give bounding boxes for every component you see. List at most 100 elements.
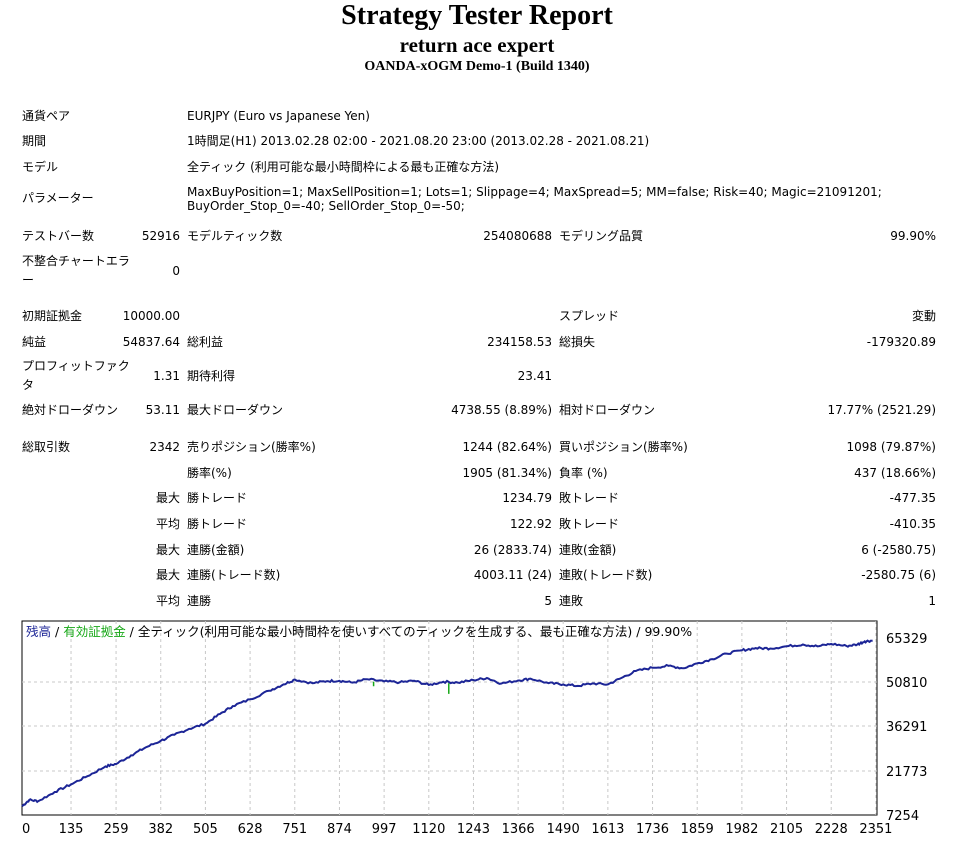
abs-drawdown-label: 絶対ドローダウン [22,403,119,417]
win-rate-label: 勝率(%) [187,466,232,480]
x-tick-label: 751 [282,822,307,837]
avg-win-label: 勝トレード [187,517,248,531]
period-value: 1時間足(H1) 2013.02.28 02:00 - 2021.08.20 2… [187,134,650,148]
y-tick-label: 65329 [886,632,927,647]
bars-value: 52916 [141,229,180,243]
bars-label: テストバー数 [22,229,95,243]
largest-win-value: 1234.79 [502,491,552,505]
spread-label: スプレッド [559,309,620,323]
legend-quality: 99.90% [644,624,693,639]
y-tick-label: 21773 [886,765,927,780]
gross-profit-label: 総利益 [187,335,224,349]
x-tick-label: 1490 [547,822,580,837]
avg-consec-win-label: 連勝 [187,594,212,608]
legend-balance: 残高 [26,624,52,639]
model-value: 全ティック (利用可能な最小時間枠による最も正確な方法) [187,160,500,174]
avg-loss-value: -410.35 [889,517,936,531]
mismatch-value: 0 [172,264,180,278]
x-tick-label: 259 [104,822,129,837]
params-label: パラメーター [22,191,94,205]
y-tick-label: 7254 [886,809,919,824]
legend-equity: 有効証拠金 [63,624,126,639]
avg-consec-loss-value: 1 [928,594,936,608]
x-tick-label: 997 [372,822,397,837]
avg-consec-loss-label: 連敗 [559,594,584,608]
x-tick-label: 2351 [859,822,892,837]
balance-line [21,639,873,808]
x-tick-label: 505 [193,822,218,837]
x-tick-label: 1613 [591,822,624,837]
legend-separator-2: / [125,624,138,639]
x-tick-label: 2228 [815,822,848,837]
legend-separator-1: / [51,624,64,639]
deposit-label: 初期証拠金 [22,309,83,323]
loss-rate-value: 437 (18.66%) [854,466,936,480]
chart-legend: 残高 / 有効証拠金 / 全ティック(利用可能な最小時間枠を使いすべてのティック… [26,624,692,640]
quality-label: モデリング品質 [559,229,644,243]
gross-profit-value: 234158.53 [487,335,552,349]
avg-consec-win-value: 5 [544,594,552,608]
avg-loss-label: 敗トレード [559,517,620,531]
period-label: 期間 [22,134,47,148]
largest-win-label: 勝トレード [187,491,248,505]
profit-factor-value: 1.31 [153,369,180,383]
max-label-3: 最大 [155,568,180,582]
model-label: モデル [22,160,59,174]
x-tick-label: 1243 [457,822,490,837]
consec-win-money-value: 26 (2833.74) [473,543,552,557]
avg-win-value: 122.92 [510,517,552,531]
loss-rate-label: 負率 (%) [559,466,608,480]
average-label: 平均 [155,517,180,531]
short-positions-label: 売りポジション(勝率%) [187,440,316,454]
long-positions-value: 1098 (79.87%) [846,440,936,454]
mismatch-label: 不整合チャートエラー [22,254,130,287]
report-title: Strategy Tester Report [341,0,613,31]
x-tick-label: 1736 [636,822,669,837]
abs-drawdown-value: 53.11 [145,403,180,417]
max-drawdown-value: 4738.55 (8.89%) [451,403,552,417]
expert-name: return ace expert [399,33,555,57]
largest-loss-value: -477.35 [889,491,936,505]
x-tick-label: 1366 [502,822,535,837]
x-tick-label: 0 [22,822,30,837]
short-positions-value: 1244 (82.64%) [462,440,552,454]
win-rate-value: 1905 (81.34%) [462,466,552,480]
x-tick-label: 1120 [412,822,445,837]
legend-model: 全ティック(利用可能な最小時間枠を使いすべてのティックを生成する、最も正確な方法… [137,624,633,639]
x-tick-label: 382 [148,822,173,837]
consec-loss-money-value: 6 (-2580.75) [861,543,936,557]
consec-loss-trades-label: 連敗(トレード数) [559,568,653,582]
long-positions-label: 買いポジション(勝率%) [559,440,688,454]
consec-loss-trades-value: -2580.75 (6) [861,568,936,582]
total-trades-label: 総取引数 [22,440,71,454]
total-trades-value: 2342 [149,440,180,454]
max-label-2: 最大 [155,543,180,557]
server-name: OANDA-xOGM Demo-1 (Build 1340) [364,59,590,74]
largest-loss-label: 敗トレード [559,491,620,505]
deposit-value: 10000.00 [122,309,180,323]
max-drawdown-label: 最大ドローダウン [187,403,284,417]
x-tick-label: 1859 [681,822,714,837]
plot-area [21,620,878,816]
legend-separator-3: / [632,624,645,639]
gross-loss-label: 総損失 [559,335,596,349]
largest-label: 最大 [155,491,180,505]
quality-value: 99.90% [890,229,936,243]
net-profit-value: 54837.64 [122,335,180,349]
params-value: MaxBuyPosition=1; MaxSellPosition=1; Lot… [187,185,882,213]
expected-payoff-value: 23.41 [517,369,552,383]
consec-win-trades-label: 連勝(トレード数) [187,568,281,582]
x-tick-label: 135 [59,822,84,837]
net-profit-label: 純益 [22,335,47,349]
ticks-label: モデルティック数 [187,229,283,243]
symbol-label: 通貨ペア [22,109,71,123]
consec-win-money-label: 連勝(金額) [187,543,245,557]
x-tick-label: 1982 [725,822,758,837]
profit-factor-label: プロフィットファクタ [22,359,130,392]
average-label-2: 平均 [155,594,180,608]
x-tick-label: 628 [238,822,263,837]
y-tick-label: 50810 [886,676,927,691]
symbol-value: EURJPY (Euro vs Japanese Yen) [187,109,370,123]
x-tick-label: 874 [327,822,352,837]
consec-win-trades-value: 4003.11 (24) [473,568,552,582]
